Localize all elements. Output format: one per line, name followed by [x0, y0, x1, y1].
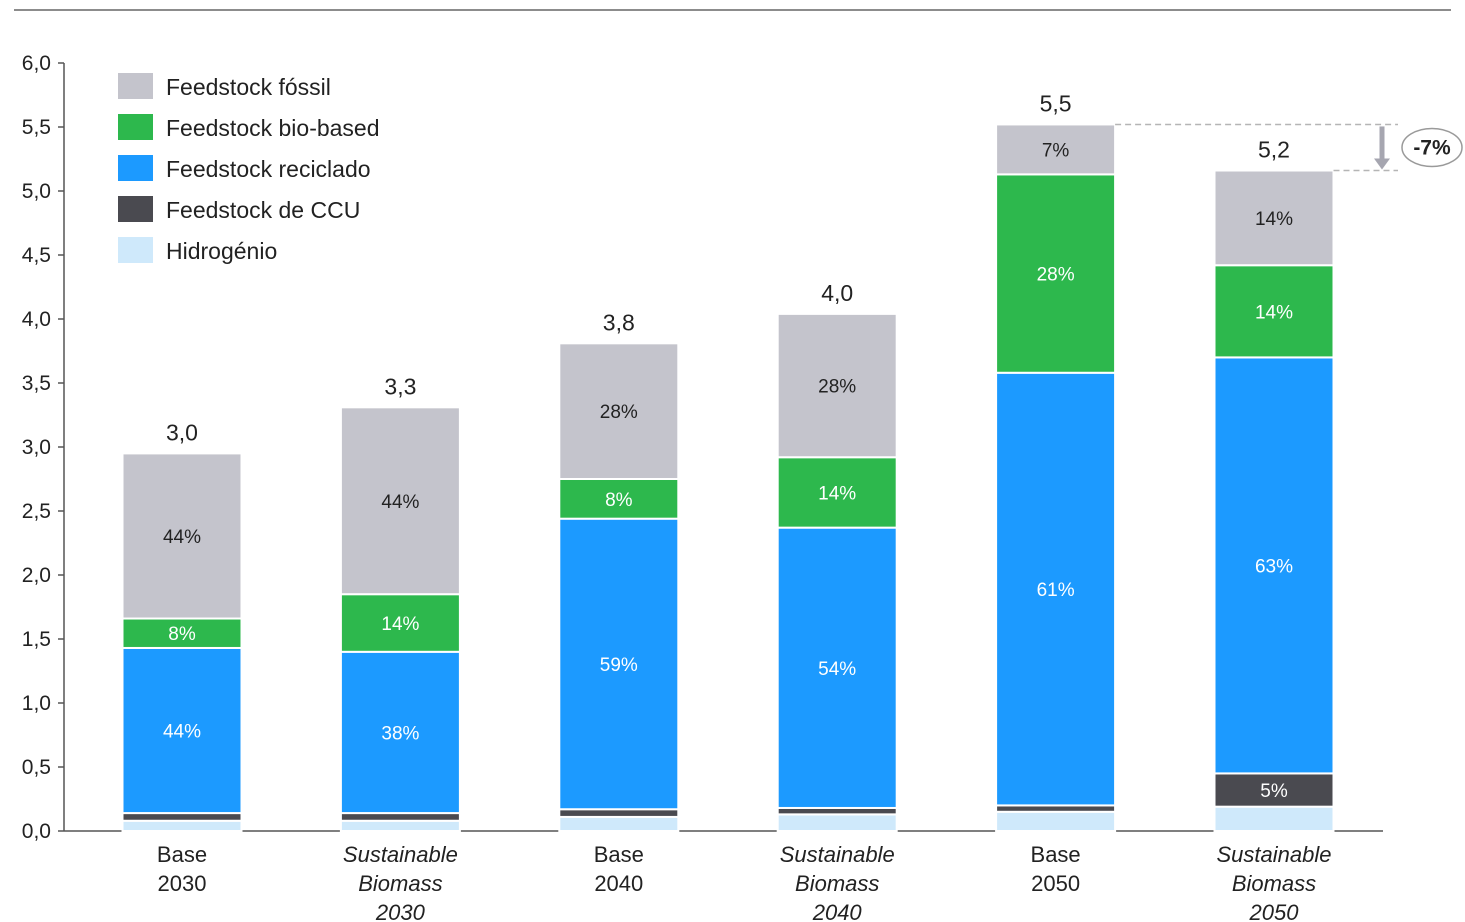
segment-label: 7% [1042, 140, 1070, 161]
bar-total-label: 5,5 [1040, 90, 1072, 116]
bar-segment [339, 650, 461, 815]
legend-swatch [118, 155, 153, 181]
x-category-label: Biomass [1232, 871, 1316, 896]
segment-label: 14% [818, 483, 856, 504]
y-tick-label: 2,0 [22, 564, 51, 587]
bar-total-label: 4,0 [821, 280, 853, 306]
segment-label: 8% [605, 490, 633, 511]
segment-label: 28% [818, 377, 856, 398]
bar-total-label: 3,3 [384, 373, 416, 399]
bar-segment [1213, 264, 1335, 359]
bar-segment [995, 810, 1117, 832]
y-tick-label: 3,0 [22, 436, 51, 459]
bar-segment [121, 819, 243, 833]
legend-label: Feedstock bio-based [166, 115, 380, 141]
legend-swatch [118, 237, 153, 263]
bar-segment [776, 813, 898, 832]
annotation-badge [1401, 127, 1463, 168]
x-category-label: Biomass [795, 871, 879, 896]
annotation-label: -7% [1413, 136, 1451, 159]
segment-label: 14% [1255, 302, 1293, 323]
bar-segment [995, 123, 1117, 176]
y-tick-label: 0,5 [22, 756, 51, 779]
bar-segment [558, 815, 680, 832]
y-tick-label: 4,5 [22, 244, 51, 267]
x-category-label: Sustainable [1217, 842, 1332, 867]
legend-label: Hidrogénio [166, 238, 277, 264]
bar-segment [121, 617, 243, 649]
segment-label: 61% [1037, 580, 1075, 601]
bar-segment [558, 342, 680, 480]
bar-segment [995, 173, 1117, 374]
x-category-label: Base [594, 842, 644, 867]
y-tick-label: 2,5 [22, 500, 51, 523]
bar-segment [558, 517, 680, 811]
x-category-label: 2030 [375, 900, 426, 922]
y-tick-label: 4,0 [22, 308, 51, 331]
y-tick-label: 0,0 [22, 820, 51, 843]
bar-segment [339, 812, 461, 822]
y-tick-label: 3,5 [22, 372, 51, 395]
bar-segment [121, 452, 243, 620]
x-category-label: 2040 [594, 871, 643, 896]
segment-label: 44% [163, 527, 201, 548]
bar-total-label: 5,2 [1258, 137, 1290, 163]
bar-segment [776, 526, 898, 809]
bar-total-label: 3,8 [603, 309, 635, 335]
segment-label: 54% [818, 659, 856, 680]
x-category-label: Base [1031, 842, 1081, 867]
segment-label: 28% [1037, 265, 1075, 286]
bar-segment [1213, 169, 1335, 267]
x-category-label: 2050 [1031, 871, 1080, 896]
segment-label: 8% [168, 624, 196, 645]
segment-label: 44% [163, 722, 201, 743]
legend-label: Feedstock reciclado [166, 156, 371, 182]
segment-label: 38% [381, 723, 419, 744]
bar-segment [776, 312, 898, 459]
y-tick-label: 5,5 [22, 116, 51, 139]
bar-segment [121, 812, 243, 822]
bar-segment [1213, 805, 1335, 832]
y-tick-label: 6,0 [22, 52, 51, 75]
segment-label: 28% [600, 402, 638, 423]
legend-label: Feedstock de CCU [166, 197, 360, 223]
x-category-label: 2040 [812, 900, 863, 922]
bar-segment [339, 819, 461, 833]
annotation-arrow-head [1374, 158, 1390, 170]
bar-segment [558, 808, 680, 818]
legend-swatch [118, 73, 153, 99]
y-tick-label: 5,0 [22, 180, 51, 203]
segment-label: 44% [381, 492, 419, 513]
segment-label: 5% [1260, 781, 1288, 802]
x-category-label: Base [157, 842, 207, 867]
x-category-label: 2030 [158, 871, 207, 896]
segment-label: 14% [381, 614, 419, 635]
top-rule [14, 9, 1451, 11]
y-tick-label: 1,5 [22, 628, 51, 651]
legend-swatch [118, 196, 153, 222]
x-category-label: Biomass [358, 871, 442, 896]
x-category-label: Sustainable [343, 842, 458, 867]
bar-segment [121, 646, 243, 815]
segment-label: 63% [1255, 556, 1293, 577]
x-category-label: Sustainable [780, 842, 895, 867]
y-tick-label: 1,0 [22, 692, 51, 715]
bar-segment [339, 406, 461, 596]
segment-label: 59% [600, 655, 638, 676]
legend-label: Feedstock fóssil [166, 74, 331, 100]
legend-swatch [118, 114, 153, 140]
bar-total-label: 3,0 [166, 419, 198, 445]
x-category-label: 2050 [1249, 900, 1300, 922]
segment-label: 14% [1255, 209, 1293, 230]
